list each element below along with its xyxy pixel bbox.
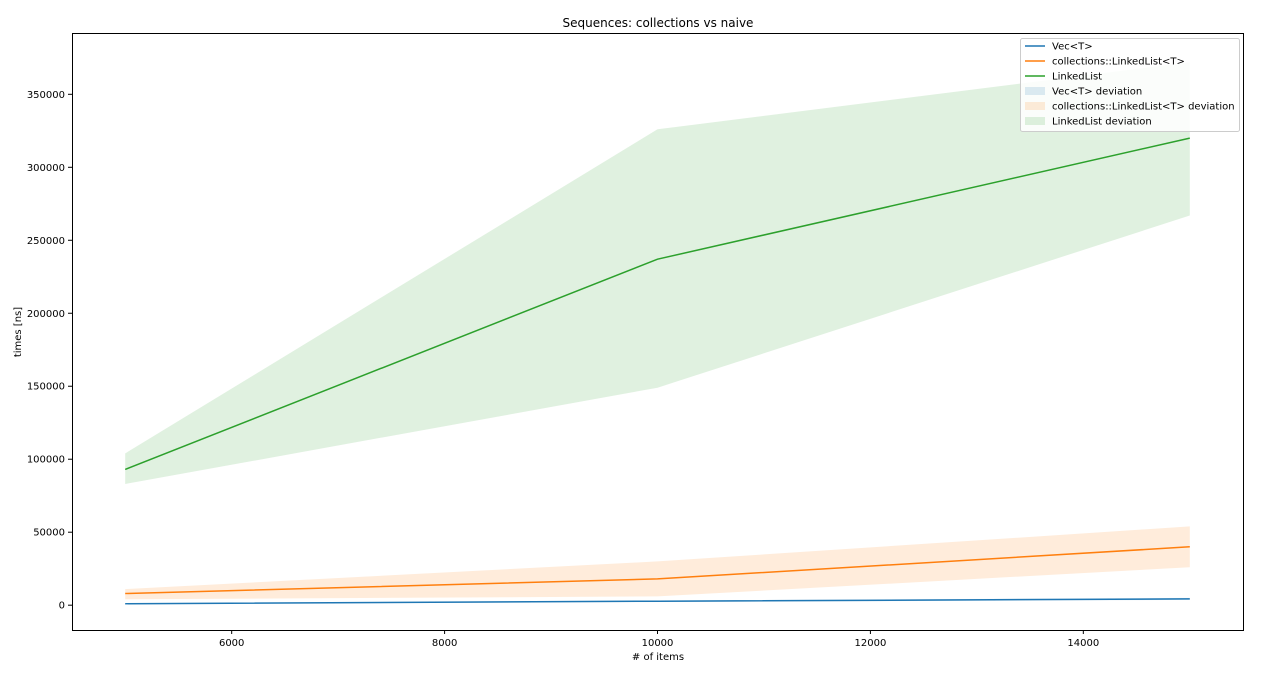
x-axis-ticks: 6000 8000 10000 12000 14000: [219, 630, 1099, 649]
y-tick-label-7: 350000: [27, 90, 65, 101]
y-tick-label-6: 300000: [27, 163, 65, 174]
x-tick-label-2: 10000: [642, 638, 674, 649]
legend-swatch-deviation-2: [1025, 117, 1045, 125]
legend-label-series-0: Vec<T>: [1052, 42, 1093, 53]
legend-label-series-2: LinkedList: [1052, 72, 1102, 83]
legend-box: [1020, 38, 1240, 132]
x-tick-label-3: 12000: [855, 638, 887, 649]
series-line-1: [125, 546, 1190, 595]
legend-label-series-1: collections::LinkedList<T>: [1052, 57, 1185, 68]
chart-title: Sequences: collections vs naive: [563, 16, 754, 30]
series-line-2: [124, 137, 1190, 471]
x-tick-label-0: 6000: [219, 638, 244, 649]
y-tick-label-4: 200000: [27, 309, 65, 320]
y-tick-label-3: 150000: [27, 382, 65, 393]
legend-swatch-deviation-0: [1025, 87, 1045, 95]
series-lines: [124, 137, 1190, 605]
x-tick-label-4: 14000: [1067, 638, 1099, 649]
y-axis-label: times [ns]: [13, 307, 24, 357]
x-tick-label-1: 8000: [432, 638, 457, 649]
legend: Vec<T>collections::LinkedList<T>LinkedLi…: [1020, 38, 1240, 132]
legend-label-deviation-0: Vec<T> deviation: [1052, 87, 1142, 98]
legend-label-deviation-2: LinkedList deviation: [1052, 117, 1152, 128]
deviation-band-1: [125, 526, 1190, 600]
legend-swatch-deviation-1: [1025, 102, 1045, 110]
y-tick-label-0: 0: [59, 601, 65, 612]
legend-label-deviation-1: collections::LinkedList<T> deviation: [1052, 102, 1235, 113]
y-tick-label-2: 100000: [27, 455, 65, 466]
y-axis-ticks: 0 50000 100000 150000 200000 250000 300000 3500…: [27, 90, 72, 612]
series-line-0: [125, 598, 1190, 605]
deviation-band-2: [125, 62, 1190, 484]
y-tick-label-1: 50000: [33, 528, 65, 539]
y-tick-label-5: 250000: [27, 236, 65, 247]
x-axis-label: # of items: [632, 652, 684, 663]
